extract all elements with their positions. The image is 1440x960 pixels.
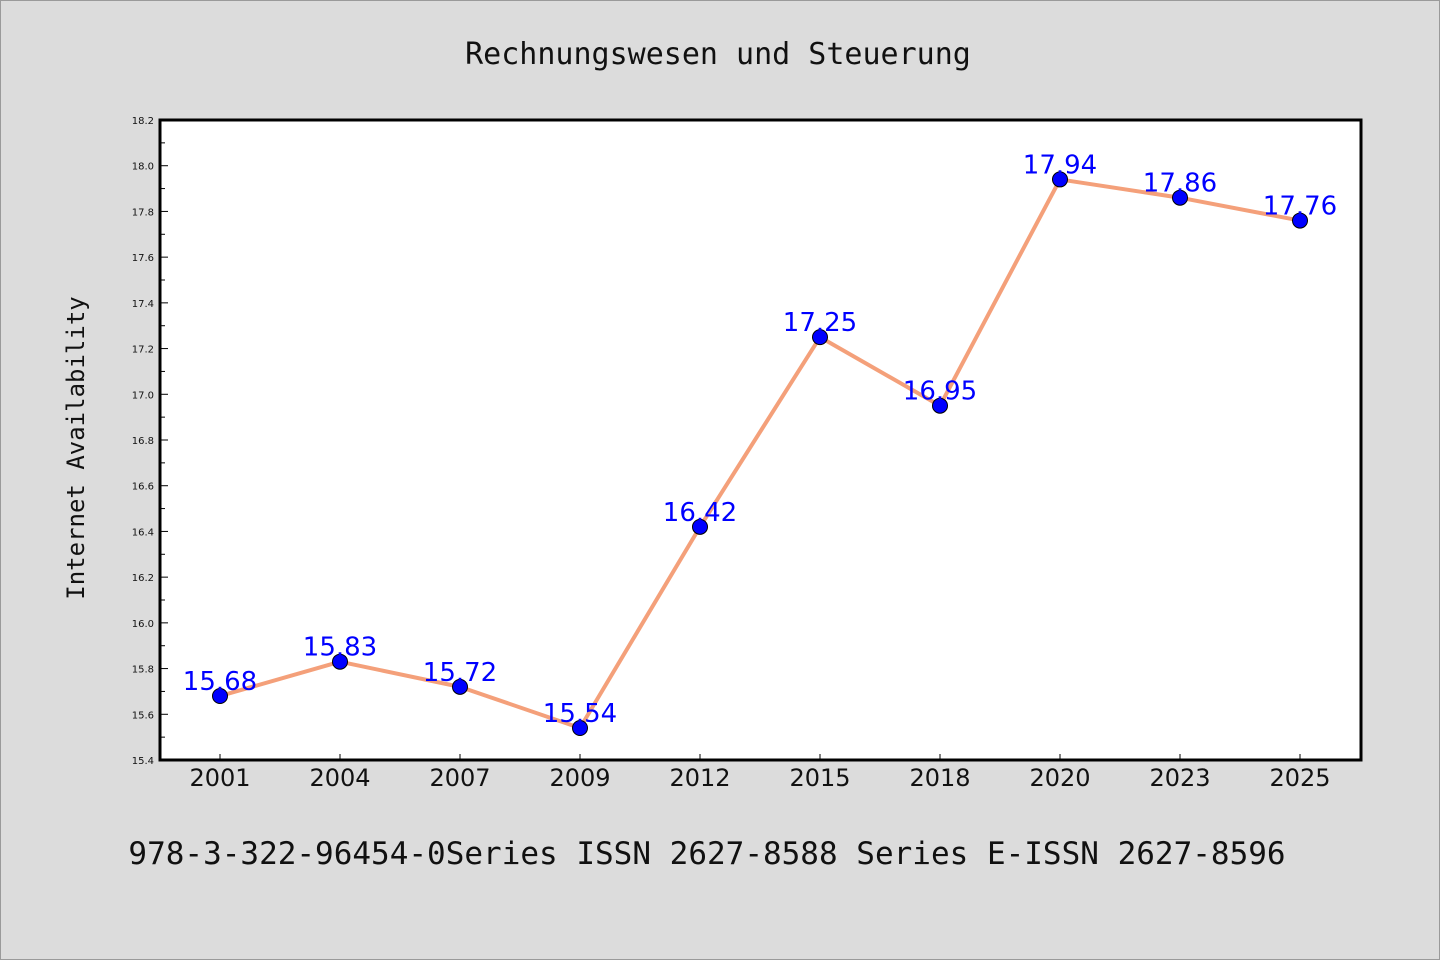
data-label: 17.76: [1263, 192, 1337, 222]
y-tick-label: 16.4: [132, 527, 154, 538]
y-axis: 15.4 15.6 15.8 16.0 16.2 16.4 16.6 16.8 17.0 17.2…: [132, 116, 168, 767]
y-tick-label: 18.0: [132, 162, 154, 173]
data-point: [1172, 189, 1188, 206]
x-axis: 2001 2004 2007 2009 2012 2015 2018 2020 2023 2025: [189, 754, 1331, 792]
data-point: [212, 688, 228, 704]
series-group: 15.68 15.83 15.72 15.54 16.42 17.25 16.95 17.94…: [183, 150, 1337, 736]
data-point: [1052, 171, 1068, 188]
data-point: [452, 678, 468, 695]
series-line: [219, 177, 1301, 730]
x-tick-label: 2020: [1029, 764, 1090, 792]
data-point: [572, 720, 588, 736]
x-tick-label: 2001: [189, 764, 250, 792]
y-tick-label: 17.8: [132, 207, 154, 218]
data-label: 16.95: [903, 377, 977, 407]
data-label: 17.94: [1023, 150, 1097, 180]
y-axis-label: Internet Availability: [62, 296, 90, 599]
data-point: [1292, 212, 1308, 229]
data-label: 17.86: [1143, 169, 1217, 199]
data-point: [812, 329, 828, 346]
x-tick-label: 2018: [909, 764, 970, 792]
data-label: 15.72: [423, 658, 497, 688]
y-tick-label: 16.0: [132, 619, 154, 630]
y-tick-label: 15.8: [132, 665, 154, 676]
data-label: 17.25: [783, 308, 857, 338]
data-label: 15.83: [303, 633, 377, 663]
footer-isbn: 978-3-322-96454-0Series ISSN 2627-8588 S…: [128, 836, 1285, 872]
plot-border: [158, 118, 1363, 762]
x-tick-label: 2025: [1269, 764, 1330, 792]
x-tick-label: 2004: [309, 764, 370, 792]
data-point: [932, 397, 948, 414]
y-tick-label: 18.2: [132, 116, 154, 127]
y-tick-label: 15.4: [132, 756, 154, 767]
x-tick-label: 2007: [429, 764, 490, 792]
y-tick-label: 17.6: [132, 253, 154, 264]
plot-area: [160, 120, 1361, 760]
y-tick-label: 16.6: [132, 482, 154, 493]
y-tick-label: 16.2: [132, 573, 154, 584]
chart-title: Rechnungswesen und Steuerung: [465, 37, 971, 72]
data-point: [332, 653, 348, 670]
x-tick-label: 2015: [789, 764, 850, 792]
y-tick-label: 16.8: [132, 436, 154, 447]
y-tick-label: 15.6: [132, 710, 154, 721]
data-label: 16.42: [663, 498, 737, 528]
data-label: 15.68: [183, 667, 257, 697]
x-tick-label: 2023: [1149, 764, 1210, 792]
data-point: [692, 518, 708, 535]
y-tick-label: 17.2: [132, 345, 154, 356]
data-label: 15.54: [543, 699, 617, 729]
y-tick-label: 17.0: [132, 390, 154, 401]
x-tick-label: 2009: [549, 764, 610, 792]
x-tick-label: 2012: [669, 764, 730, 792]
y-tick-label: 17.4: [132, 299, 154, 310]
